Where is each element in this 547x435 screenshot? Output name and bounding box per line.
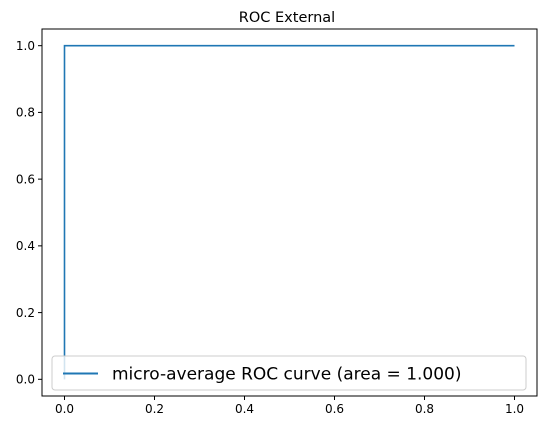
legend-box (51, 355, 527, 391)
x-tick-label: 0.6 (325, 402, 344, 416)
y-tick-label: 0.0 (16, 373, 35, 387)
legend: micro-average ROC curve (area = 1.000) (51, 355, 527, 391)
y-tick-label: 0.6 (16, 172, 35, 186)
y-tick-label: 0.4 (16, 239, 35, 253)
x-tick-label: 1.0 (505, 402, 524, 416)
y-tick-label: 0.8 (16, 106, 35, 120)
plot-area (41, 28, 538, 397)
chart-title: ROC External (239, 10, 335, 26)
y-axis: 0.0 0.2 0.4 0.6 0.8 1.0 (16, 39, 42, 387)
x-tick-label: 0.2 (145, 402, 164, 416)
x-axis: 0.0 0.2 0.4 0.6 0.8 1.0 (55, 396, 524, 416)
y-tick-label: 0.2 (16, 306, 35, 320)
x-tick-label: 0.4 (235, 402, 254, 416)
roc-curve-line (63, 44, 515, 380)
legend-label: micro-average ROC curve (area = 1.000) (112, 365, 462, 385)
y-tick-label: 1.0 (16, 39, 35, 53)
x-tick-label: 0.8 (415, 402, 434, 416)
series-layer (63, 44, 515, 380)
x-tick-label: 0.0 (55, 402, 74, 416)
